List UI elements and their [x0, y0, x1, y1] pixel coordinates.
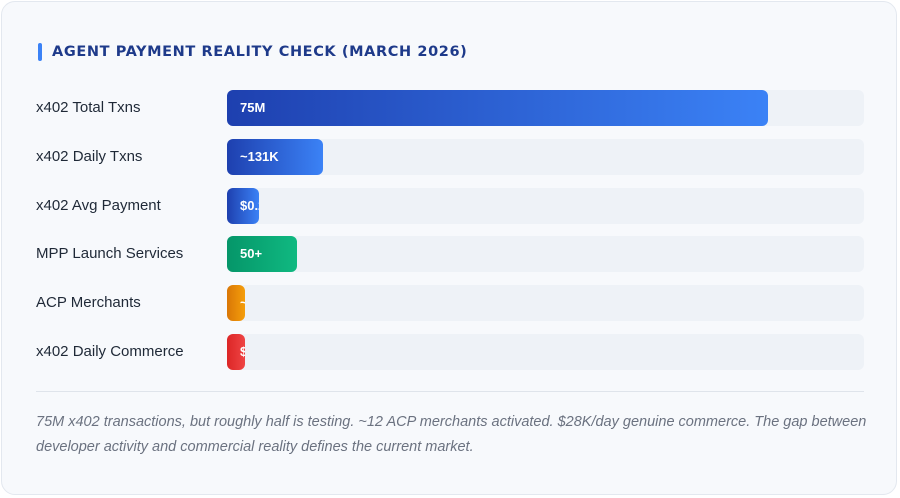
bar-row: x402 Total Txns 75M: [0, 90, 900, 126]
chart-header: AGENT PAYMENT REALITY CHECK (MARCH 2026): [38, 42, 467, 62]
chart-title: AGENT PAYMENT REALITY CHECK (MARCH 2026): [52, 44, 468, 60]
bar-track: [227, 138, 864, 175]
category-label: x402 Daily Txns: [36, 147, 143, 165]
bar-row: ACP Merchants ~12: [0, 285, 900, 322]
bar-track: [227, 187, 864, 224]
bar: $0.20: [227, 187, 259, 224]
bar: ~131K: [227, 138, 323, 175]
bar-row: x402 Avg Payment $0.20: [0, 187, 900, 224]
category-label: MPP Launch Services: [36, 245, 184, 263]
value-label: ~12: [240, 295, 245, 311]
category-label: x402 Daily Commerce: [36, 343, 184, 360]
bar-row: x402 Daily Txns ~131K: [0, 138, 900, 175]
footnote: 75M x402 transactions, but roughly half …: [36, 414, 867, 455]
bar: ~12: [227, 285, 245, 322]
category-label: ACP Merchants: [36, 294, 141, 312]
bar-row: MPP Launch Services 50+: [0, 236, 900, 273]
bar-row: x402 Daily Commerce $28K: [0, 334, 900, 370]
category-label: x402 Total Txns: [36, 99, 141, 116]
bar-track: [227, 236, 864, 273]
value-label: ~131K: [240, 148, 279, 164]
bar: 75M: [227, 90, 769, 126]
bar: 50+: [227, 236, 298, 273]
value-label: $28K: [240, 344, 246, 359]
divider: [36, 391, 864, 392]
value-label: 50+: [240, 246, 263, 262]
bar-track: [227, 334, 864, 370]
bar: $28K: [227, 334, 246, 370]
value-label: $0.20: [240, 197, 259, 213]
title-accent-bar: [38, 43, 42, 61]
category-label: x402 Avg Payment: [36, 196, 161, 214]
value-label: 75M: [240, 100, 266, 115]
bar-track: [227, 285, 864, 322]
